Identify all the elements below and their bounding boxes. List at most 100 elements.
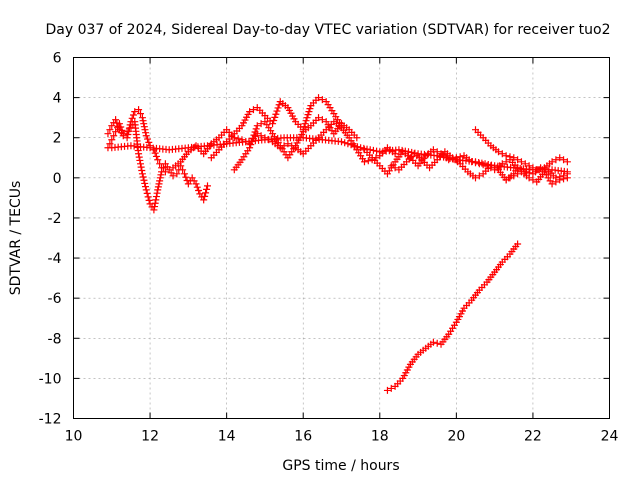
- data-point: [156, 177, 164, 185]
- data-point: [154, 156, 162, 164]
- data-point: [487, 162, 495, 170]
- data-point: [247, 141, 255, 149]
- data-point: [139, 117, 147, 125]
- y-tick-label: -8: [48, 331, 62, 347]
- data-point: [145, 138, 153, 146]
- chart-title: Day 037 of 2024, Sidereal Day-to-day VTE…: [45, 22, 610, 38]
- data-point: [273, 107, 281, 115]
- data-point: [429, 338, 437, 346]
- grid-lines: [73, 57, 610, 419]
- data-point: [135, 153, 143, 161]
- data-point: [252, 125, 260, 133]
- data-point: [142, 129, 150, 137]
- data-point: [115, 120, 123, 128]
- data-point: [563, 174, 571, 182]
- data-point: [521, 160, 529, 168]
- data-point: [560, 156, 568, 164]
- data-point: [110, 132, 118, 140]
- data-point: [144, 193, 152, 201]
- data-point: [318, 96, 326, 104]
- data-point: [119, 130, 127, 138]
- data-point: [139, 173, 147, 181]
- data-point: [514, 170, 522, 178]
- data-point: [284, 140, 292, 148]
- y-tick-label: 2: [53, 131, 62, 147]
- data-point: [200, 196, 208, 204]
- data-point: [265, 136, 273, 144]
- data-point: [525, 162, 533, 170]
- data-point: [563, 158, 571, 166]
- data-point: [153, 189, 161, 197]
- y-tick-label: -12: [39, 412, 62, 428]
- data-point: [169, 172, 177, 180]
- data-point: [140, 120, 148, 128]
- data-point: [151, 199, 159, 207]
- data-point: [387, 162, 395, 170]
- data-point: [398, 146, 406, 154]
- data-point: [305, 108, 313, 116]
- data-point: [154, 183, 162, 191]
- data-point: [552, 178, 560, 186]
- y-axis-label: SDTVAR / TECUs: [8, 181, 24, 296]
- data-point: [560, 175, 568, 183]
- data-point: [125, 127, 133, 135]
- data-point: [124, 131, 132, 139]
- data-point: [152, 196, 160, 204]
- data-point: [548, 180, 556, 188]
- data-point: [300, 123, 308, 131]
- data-point: [395, 146, 403, 154]
- data-point: [302, 117, 310, 125]
- data-point: [108, 136, 116, 144]
- data-point: [138, 114, 146, 122]
- data-point: [157, 171, 165, 179]
- data-point: [506, 174, 514, 182]
- data-point: [502, 176, 510, 184]
- data-point: [315, 94, 323, 102]
- data-point: [491, 164, 499, 172]
- data-point: [137, 160, 144, 168]
- x-tick-label: 14: [218, 429, 236, 445]
- data-point: [548, 158, 556, 166]
- data-point: [537, 165, 545, 173]
- data-point: [135, 106, 143, 114]
- data-point: [468, 158, 476, 166]
- plot-frame: [73, 57, 610, 419]
- data-point: [510, 172, 518, 180]
- data-point: [502, 152, 510, 160]
- data-point: [275, 101, 283, 109]
- data-point: [506, 153, 514, 161]
- x-axis-label: GPS time / hours: [282, 458, 399, 474]
- data-point: [195, 187, 203, 195]
- data-point: [373, 147, 381, 155]
- data-point: [152, 152, 160, 160]
- data-point: [140, 176, 148, 184]
- data-point: [479, 161, 487, 169]
- data-point: [137, 110, 144, 118]
- data-point: [204, 182, 211, 190]
- data-point: [387, 384, 395, 392]
- data-point: [272, 110, 280, 118]
- data-point: [552, 156, 560, 164]
- data-point: [494, 148, 502, 156]
- data-point: [201, 192, 209, 200]
- data-point: [249, 134, 257, 142]
- data-point: [257, 132, 265, 140]
- data-point: [161, 168, 169, 176]
- x-tick-label: 22: [524, 429, 542, 445]
- data-point: [203, 185, 211, 193]
- data-point: [202, 189, 210, 197]
- data-point: [138, 166, 146, 174]
- data-point: [158, 164, 166, 172]
- data-point: [234, 135, 242, 143]
- data-point: [193, 183, 201, 191]
- x-tick-label: 10: [65, 429, 83, 445]
- y-tick-label: -10: [39, 371, 62, 387]
- data-point: [138, 170, 146, 178]
- data-point: [251, 128, 259, 136]
- data-series: [104, 94, 571, 394]
- data-point: [433, 148, 441, 156]
- y-tick-label: 0: [53, 171, 62, 187]
